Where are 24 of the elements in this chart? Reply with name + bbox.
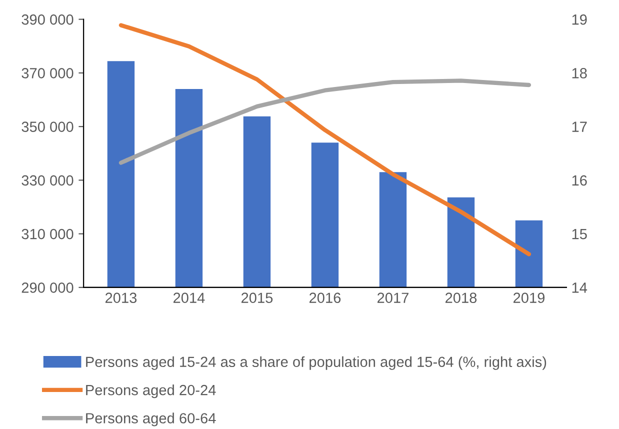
y-tick-label: 310 000	[22, 228, 74, 240]
y2-tick-label: 15	[572, 229, 587, 240]
y-tick-label: 330 000	[22, 175, 74, 186]
x-tick-label: 2014	[173, 292, 205, 304]
y2-tick-label: 16	[572, 175, 587, 186]
legend-label: Persons aged 60-64	[86, 412, 216, 426]
y-tick-label: 290 000	[22, 282, 74, 293]
x-tick-label: 2013	[105, 292, 137, 304]
x-tick-label: 2019	[514, 292, 545, 304]
y2-tick-label: 19	[572, 14, 587, 25]
y-tick-label: 390 000	[22, 14, 74, 25]
line-series	[118, 23, 532, 256]
y-tick-label: 350 000	[22, 122, 74, 132]
x-tick-label: 2018	[445, 292, 477, 304]
line-series	[118, 78, 532, 165]
x-tick-label: 2016	[309, 292, 341, 304]
y2-tick-label: 18	[572, 68, 587, 78]
legend-label: Persons aged 15-24 as a share of population aged 15-64 (%, right axis)	[86, 356, 546, 370]
y-tick-label: 370 000	[22, 68, 74, 78]
x-tick-label: 2017	[377, 292, 408, 304]
y2-tick-label: 14	[572, 282, 588, 293]
y2-tick-label: 17	[572, 122, 587, 132]
legend-label: Persons aged 20-24	[86, 384, 216, 398]
x-tick-label: 2015	[241, 292, 273, 304]
